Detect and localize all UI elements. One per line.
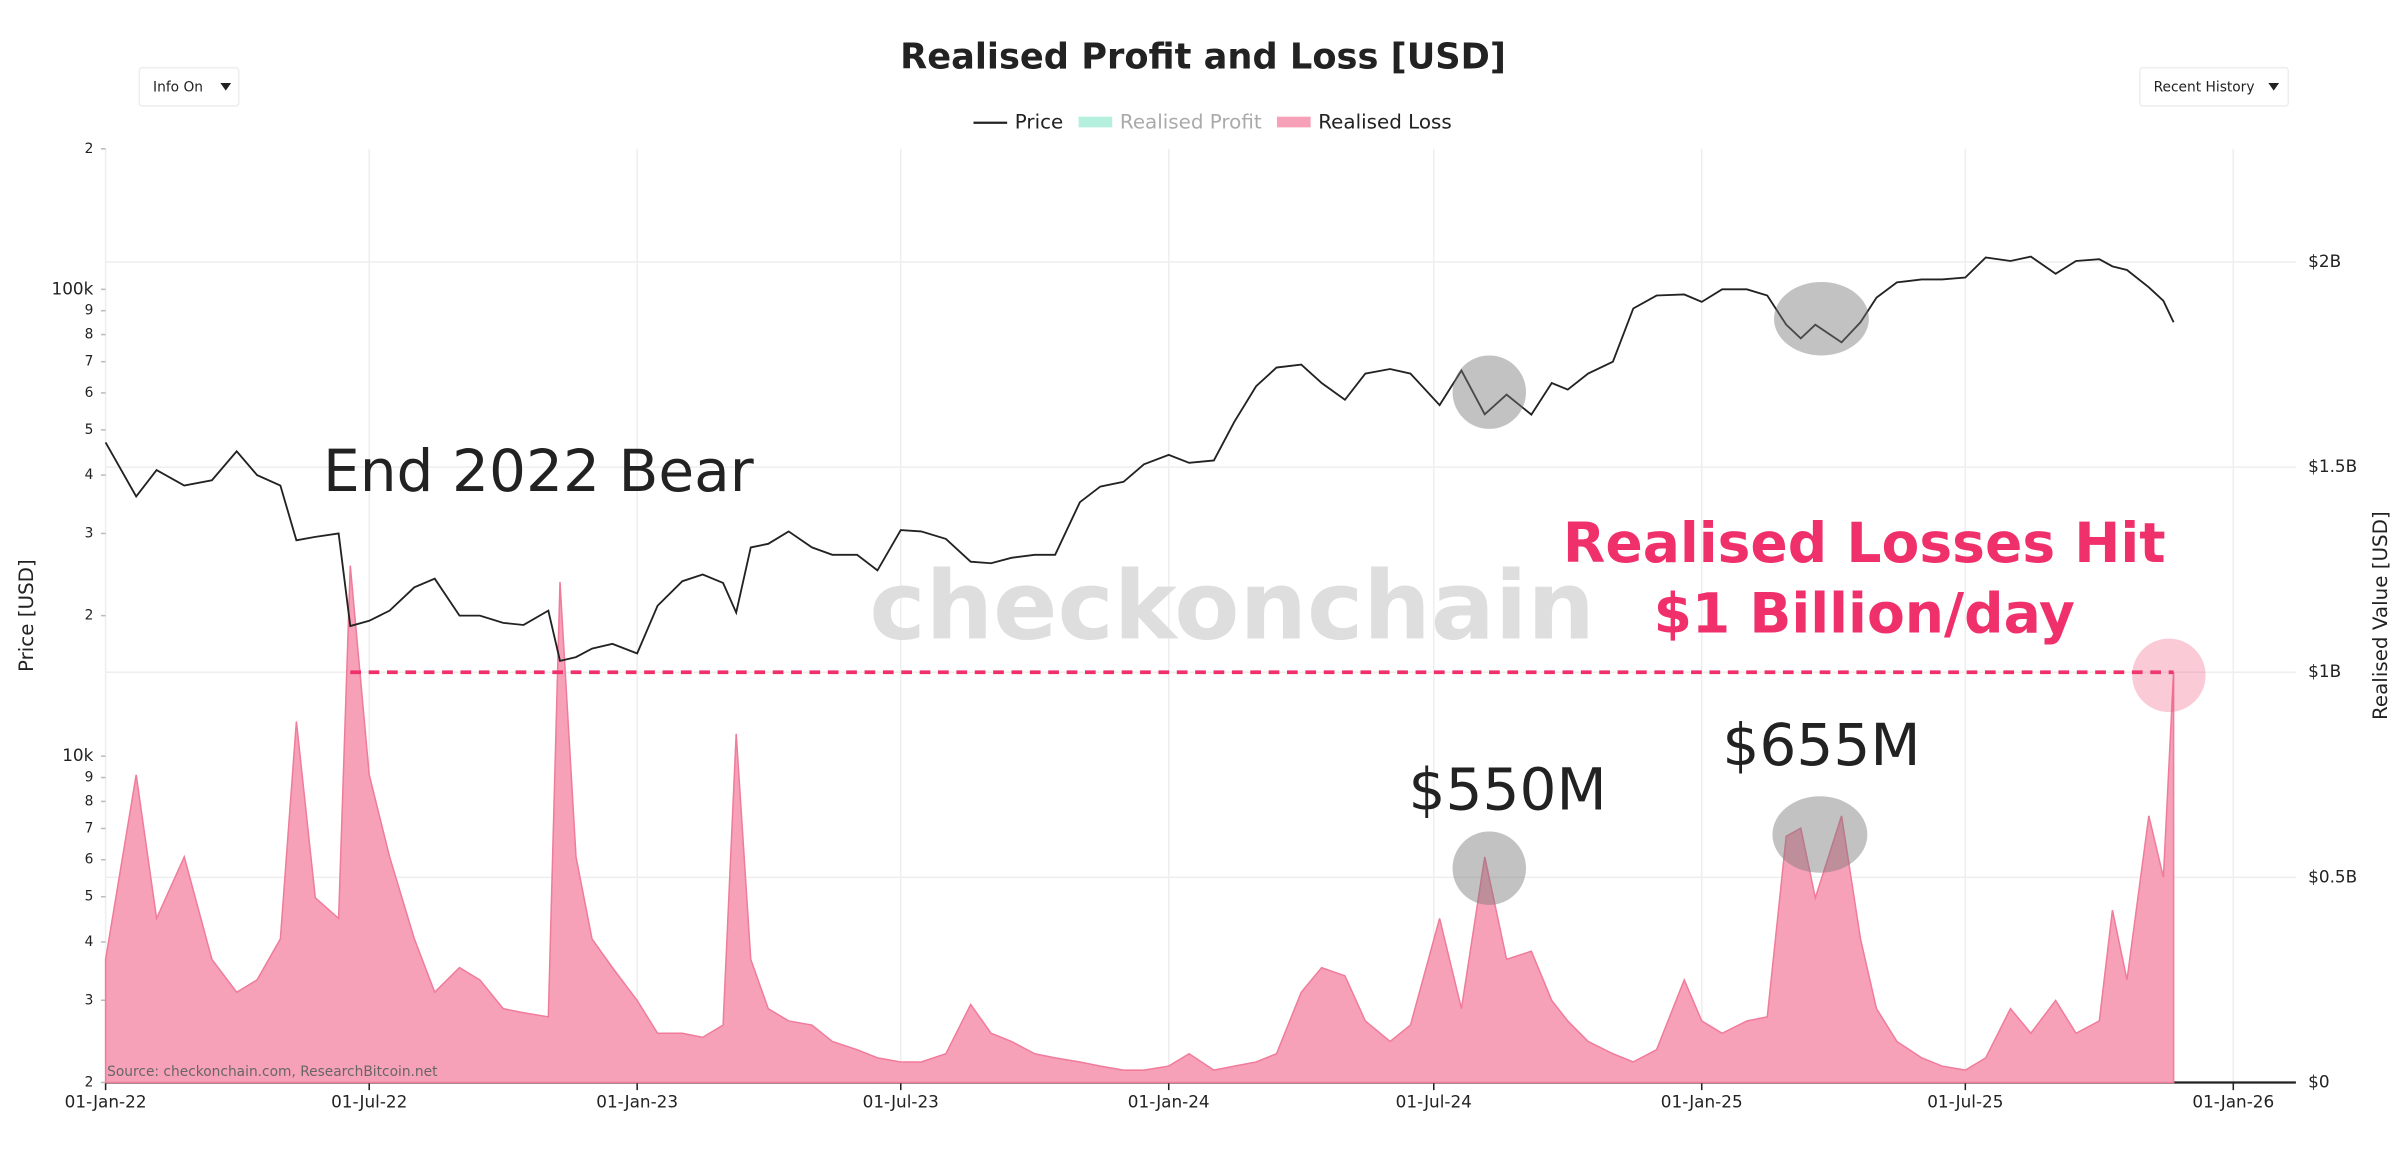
watermark: checkonchain — [869, 551, 1595, 661]
x-tick-label: 01-Jan-26 — [2192, 1091, 2274, 1111]
y-tick-label: 6 — [85, 852, 94, 868]
x-tick-label: 01-Jan-25 — [1661, 1091, 1743, 1111]
x-tick-label: 01-Jul-22 — [331, 1091, 407, 1111]
source-note: Source: checkonchain.com, ResearchBitcoi… — [107, 1064, 438, 1080]
y-tick-label: 5 — [85, 422, 94, 438]
x-tick-label: 01-Jan-23 — [596, 1091, 678, 1111]
highlight-circle — [2132, 638, 2206, 713]
legend-swatch — [1276, 116, 1311, 128]
y-tick-label: 9 — [85, 303, 94, 319]
button-label: Info On — [153, 80, 203, 96]
y-tick-label: 4 — [85, 934, 94, 950]
button-box — [2139, 66, 2290, 107]
price-line — [104, 255, 2175, 662]
highlight-circle — [1452, 355, 1527, 429]
button-label: Recent History — [2154, 80, 2255, 96]
legend-item[interactable]: Realised Profit — [1078, 110, 1262, 133]
legend: Price Realised Profit Realised Loss — [973, 110, 1452, 133]
chart-title: Realised Profit and Loss [USD] — [900, 37, 1506, 78]
annotation: End 2022 Bear — [323, 437, 754, 505]
annotation: $1 Billion/day — [1654, 581, 2075, 645]
y2-tick-label: $1.5B — [2308, 456, 2357, 476]
x-tick-label: 01-Jul-25 — [1927, 1091, 2003, 1111]
legend-label: Realised Loss — [1318, 110, 1451, 133]
button-box — [138, 66, 240, 107]
y-tick-label: 2 — [85, 608, 94, 624]
y-axis-label: Price [USD] — [15, 559, 38, 672]
y-tick-label: 3 — [85, 992, 94, 1008]
y-tick-label: 10k — [62, 745, 93, 765]
annotation: Realised Losses Hit — [1563, 511, 2166, 575]
y-tick-label: 9 — [85, 770, 94, 786]
loss-area — [104, 565, 2175, 1084]
x-tick-label: 01-Jul-24 — [1396, 1091, 1472, 1111]
y2-tick-label: $0 — [2308, 1071, 2329, 1091]
y2-tick-label: $0.5B — [2308, 866, 2357, 886]
y-tick-label: 100k — [51, 278, 93, 298]
annotation: $655M — [1722, 711, 1920, 779]
legend-item[interactable]: Realised Loss — [1276, 110, 1452, 133]
highlight-circle — [1452, 831, 1527, 905]
highlights — [1452, 281, 2206, 905]
y-tick-label: 8 — [85, 793, 94, 809]
history-button[interactable]: Recent History — [2139, 66, 2290, 107]
y-tick-label: 6 — [85, 385, 94, 401]
y-tick-label: 4 — [85, 467, 94, 483]
x-tick-label: 01-Jan-24 — [1128, 1091, 1210, 1111]
dropdown-arrow — [220, 82, 232, 91]
dropdown-arrow — [2268, 82, 2280, 91]
annotation: $550M — [1409, 755, 1607, 823]
legend-label: Price — [1015, 110, 1063, 133]
info-button[interactable]: Info On — [138, 66, 240, 107]
legend-label: Realised Profit — [1120, 110, 1262, 133]
y-tick-label: 8 — [85, 327, 94, 343]
plot — [104, 255, 2175, 1084]
legend-item[interactable]: Price — [973, 110, 1063, 133]
legend-swatch — [1078, 116, 1113, 128]
x-tick-label: 01-Jul-23 — [863, 1091, 939, 1111]
y-tick-label: 7 — [85, 354, 94, 370]
y-tick-label: 3 — [85, 525, 94, 541]
y-tick-label: 2 — [85, 141, 94, 157]
x-tick-label: 01-Jan-22 — [65, 1091, 147, 1111]
highlight-circle — [1772, 796, 1868, 873]
highlight-circle — [1773, 281, 1869, 356]
y2-tick-label: $2B — [2308, 251, 2341, 271]
y2-tick-label: $1B — [2308, 661, 2341, 681]
y2-axis-label: Realised Value [USD] — [2369, 511, 2392, 720]
y-tick-label: 2 — [85, 1074, 94, 1090]
y-tick-label: 7 — [85, 820, 94, 836]
y-tick-label: 5 — [85, 889, 94, 905]
